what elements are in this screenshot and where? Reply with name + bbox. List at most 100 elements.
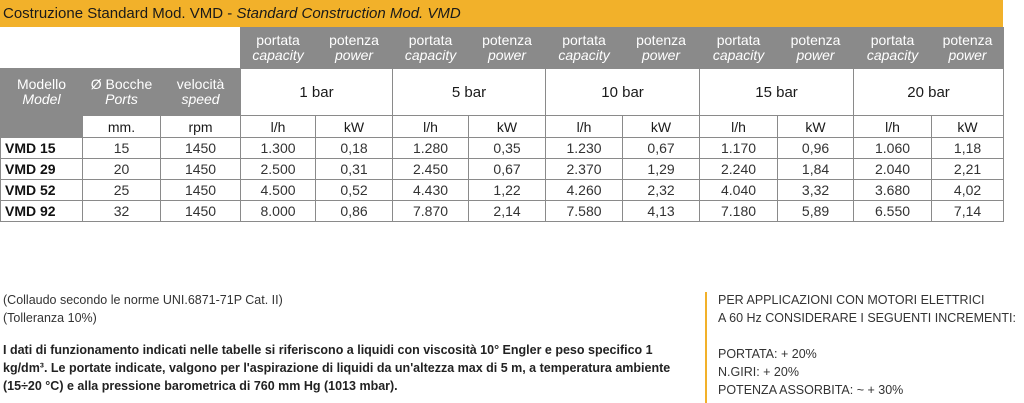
header-capacity: portata capacity <box>240 27 317 69</box>
power-increment: POTENZA ASSORBITA: ~ + 30% <box>718 383 904 397</box>
table-row: VMD 52 25 1450 4.500 0,52 4.430 1,22 4.2… <box>0 179 1005 201</box>
header-power: potenza power <box>622 27 701 69</box>
port-cell: 32 <box>82 200 161 222</box>
unit-power: kW <box>468 115 547 138</box>
value-cell: 2.040 <box>853 158 933 180</box>
table-row: VMD 15 15 1450 1.300 0,18 1.280 0,35 1.2… <box>0 137 1005 159</box>
header-power: potenza power <box>468 27 547 69</box>
unit-flow: l/h <box>853 115 933 138</box>
rpm-cell: 1450 <box>159 179 242 201</box>
value-cell: 1.060 <box>853 137 933 159</box>
value-cell: 8.000 <box>240 200 317 222</box>
value-cell: 1.170 <box>699 137 779 159</box>
value-cell: 7.870 <box>392 200 470 222</box>
value-cell: 2.500 <box>240 158 317 180</box>
rpm-cell: 1450 <box>159 158 242 180</box>
port-cell: 15 <box>82 137 161 159</box>
spec-table: portata capacity potenza power portata capa… <box>0 27 1005 222</box>
value-cell: 2,14 <box>468 200 547 222</box>
header-power: potenza power <box>315 27 394 69</box>
unit-power: kW <box>777 115 855 138</box>
pressure-5-bar: 5 bar <box>392 68 547 116</box>
value-cell: 0,31 <box>315 158 394 180</box>
unit-ports: mm. <box>82 115 161 138</box>
header-model: Modello Model <box>0 68 83 116</box>
collaudo-note: (Collaudo secondo le norme UNI.6871-71P … <box>3 293 283 307</box>
rpm-cell: 1450 <box>159 137 242 159</box>
rpm-increment: N.GIRI: + 20% <box>718 365 799 379</box>
value-cell: 7.180 <box>699 200 779 222</box>
title-english: Standard Construction Mod. VMD <box>236 5 461 22</box>
60hz-intro-line2: A 60 Hz CONSIDERARE I SEGUENTI INCREMENT… <box>718 311 1016 325</box>
value-cell: 6.550 <box>853 200 933 222</box>
value-cell: 2,21 <box>931 158 1005 180</box>
header-capacity: portata capacity <box>545 27 624 69</box>
value-cell: 4.040 <box>699 179 779 201</box>
value-cell: 3,32 <box>777 179 855 201</box>
value-cell: 2,32 <box>622 179 701 201</box>
value-cell: 1.300 <box>240 137 317 159</box>
value-cell: 5,89 <box>777 200 855 222</box>
pressure-15-bar: 15 bar <box>699 68 855 116</box>
units-row: mm. rpm l/h kW l/h kW l/h kW l/h kW l/h … <box>0 115 1005 138</box>
header-speed: velocità speed <box>159 68 242 116</box>
value-cell: 0,35 <box>468 137 547 159</box>
header-capacity: portata capacity <box>699 27 779 69</box>
value-cell: 4.260 <box>545 179 624 201</box>
value-cell: 2.370 <box>545 158 624 180</box>
header-row-capacity-power: portata capacity potenza power portata capa… <box>0 27 1005 69</box>
header-capacity: portata capacity <box>853 27 933 69</box>
test-notes: (Collaudo secondo le norme UNI.6871-71P … <box>3 291 683 395</box>
unit-flow: l/h <box>545 115 624 138</box>
value-cell: 0,18 <box>315 137 394 159</box>
value-cell: 0,67 <box>468 158 547 180</box>
model-cell: VMD 92 <box>0 200 83 222</box>
unit-flow: l/h <box>699 115 779 138</box>
value-cell: 2.450 <box>392 158 470 180</box>
value-cell: 1.230 <box>545 137 624 159</box>
model-cell: VMD 29 <box>0 158 83 180</box>
60hz-intro-line1: PER APPLICAZIONI CON MOTORI ELETTRICI <box>718 293 985 307</box>
header-capacity: portata capacity <box>392 27 470 69</box>
header-empty-cell <box>0 27 242 69</box>
value-cell: 0,52 <box>315 179 394 201</box>
port-cell: 20 <box>82 158 161 180</box>
value-cell: 4.430 <box>392 179 470 201</box>
pressure-1-bar: 1 bar <box>240 68 394 116</box>
model-cell: VMD 15 <box>0 137 83 159</box>
unit-flow: l/h <box>392 115 470 138</box>
value-cell: 1,22 <box>468 179 547 201</box>
table-title: Costruzione Standard Mod. VMD - Standard… <box>0 0 1003 27</box>
value-cell: 1,18 <box>931 137 1005 159</box>
header-power: potenza power <box>777 27 855 69</box>
title-italian: Costruzione Standard Mod. VMD <box>3 5 224 22</box>
pressure-20-bar: 20 bar <box>853 68 1005 116</box>
operating-data-paragraph: I dati di funzionamento indicati nelle t… <box>3 343 671 393</box>
header-row-pressures: Modello Model Ø Bocche Ports velocità speed… <box>0 68 1005 116</box>
unit-speed: rpm <box>159 115 242 138</box>
pressure-10-bar: 10 bar <box>545 68 701 116</box>
value-cell: 1.280 <box>392 137 470 159</box>
value-cell: 4,02 <box>931 179 1005 201</box>
unit-power: kW <box>622 115 701 138</box>
model-cell: VMD 52 <box>0 179 83 201</box>
unit-power: kW <box>931 115 1005 138</box>
accent-divider <box>705 292 707 403</box>
unit-power: kW <box>315 115 394 138</box>
table-row: VMD 29 20 1450 2.500 0,31 2.450 0,67 2.3… <box>0 158 1005 180</box>
tolerance-note: (Tolleranza 10%) <box>3 311 97 325</box>
value-cell: 4.500 <box>240 179 317 201</box>
header-power: potenza power <box>931 27 1005 69</box>
value-cell: 0,96 <box>777 137 855 159</box>
value-cell: 7.580 <box>545 200 624 222</box>
value-cell: 2.240 <box>699 158 779 180</box>
value-cell: 0,67 <box>622 137 701 159</box>
value-cell: 4,13 <box>622 200 701 222</box>
value-cell: 1,84 <box>777 158 855 180</box>
60hz-notes: PER APPLICAZIONI CON MOTORI ELETTRICI A … <box>718 291 1018 399</box>
title-separator: - <box>223 5 237 22</box>
header-ports: Ø Bocche Ports <box>82 68 161 116</box>
port-cell: 25 <box>82 179 161 201</box>
rpm-cell: 1450 <box>159 200 242 222</box>
table-row: VMD 92 32 1450 8.000 0,86 7.870 2,14 7.5… <box>0 200 1005 222</box>
